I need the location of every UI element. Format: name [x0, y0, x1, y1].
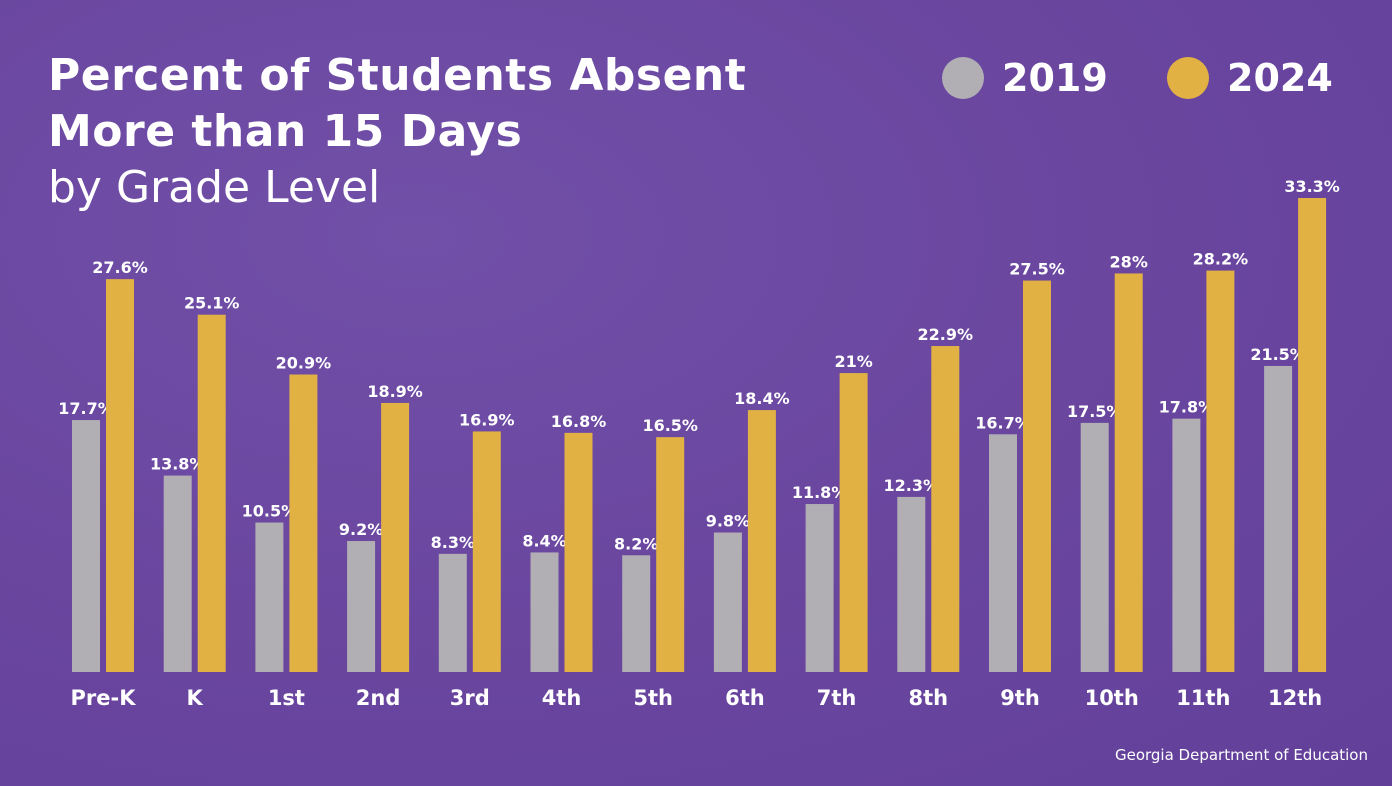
bar-2024-4th	[564, 432, 593, 672]
data-label-2024-2nd: 18.9%	[367, 382, 423, 401]
source-note: Georgia Department of Education	[1114, 746, 1368, 764]
data-label-2024-Pre-K: 27.6%	[92, 258, 148, 277]
bar-2019-3rd	[438, 553, 467, 672]
data-label-2024-6th: 18.4%	[734, 389, 790, 408]
data-label-2019-12th: 21.5%	[1250, 345, 1306, 364]
legend-label-2024: 2024	[1227, 56, 1333, 100]
data-label-2024-3rd: 16.9%	[459, 410, 515, 429]
x-tick-label-10th: 10th	[1085, 686, 1139, 710]
x-tick-label-2nd: 2nd	[356, 686, 401, 710]
chart-subtitle: by Grade Level	[48, 162, 381, 213]
data-label-2019-3rd: 8.3%	[431, 533, 475, 552]
data-label-2019-7th: 11.8%	[792, 483, 848, 502]
data-label-2024-7th: 21%	[834, 352, 872, 371]
data-label-2019-2nd: 9.2%	[339, 520, 383, 539]
data-label-2019-Pre-K: 17.7%	[58, 399, 114, 418]
bar-2024-10th	[1114, 273, 1143, 672]
legend-swatch-2019	[942, 57, 984, 99]
data-label-2019-5th: 8.2%	[614, 534, 658, 553]
legend-swatch-2024	[1167, 57, 1209, 99]
legend-item-2019: 2019	[942, 56, 1108, 100]
x-tick-label-9th: 9th	[1000, 686, 1040, 710]
bar-2019-10th	[1080, 422, 1109, 672]
bar-2024-8th	[931, 346, 960, 672]
data-label-2019-8th: 12.3%	[884, 476, 940, 495]
bar-2019-6th	[713, 532, 742, 672]
legend-label-2019: 2019	[1002, 56, 1108, 100]
bar-2024-K	[197, 314, 226, 672]
bar-2024-7th	[839, 373, 868, 672]
bar-2024-1st	[289, 374, 318, 672]
x-tick-label-8th: 8th	[908, 686, 948, 710]
bar-2024-3rd	[472, 431, 501, 672]
x-tick-label-12th: 12th	[1268, 686, 1322, 710]
x-tick-label-11th: 11th	[1176, 686, 1230, 710]
data-label-2019-11th: 17.8%	[1159, 398, 1215, 417]
data-label-2019-10th: 17.5%	[1067, 402, 1123, 421]
bar-2024-6th	[747, 410, 776, 672]
legend-item-2024: 2024	[1167, 56, 1333, 100]
x-tick-label-Pre-K: Pre-K	[71, 686, 137, 710]
bar-2019-11th	[1172, 418, 1201, 672]
data-label-2024-12th: 33.3%	[1284, 177, 1340, 196]
bar-2019-8th	[897, 496, 926, 672]
data-label-2019-1st: 10.5%	[242, 502, 298, 521]
bar-2019-12th	[1264, 365, 1293, 672]
bar-2024-11th	[1206, 270, 1235, 672]
x-tick-label-5th: 5th	[633, 686, 673, 710]
data-label-2019-K: 13.8%	[150, 455, 206, 474]
x-tick-label-7th: 7th	[817, 686, 857, 710]
chart-title: Percent of Students Absent More than 15 …	[48, 50, 747, 157]
bar-2024-12th	[1298, 198, 1327, 672]
bar-2024-5th	[656, 437, 685, 672]
data-label-2019-9th: 16.7%	[975, 413, 1031, 432]
x-tick-label-K: K	[187, 686, 204, 710]
bar-2019-2nd	[347, 541, 376, 672]
data-label-2024-8th: 22.9%	[918, 325, 974, 344]
x-tick-label-3rd: 3rd	[450, 686, 490, 710]
data-label-2024-K: 25.1%	[184, 294, 240, 313]
bar-2019-4th	[530, 552, 559, 672]
data-label-2019-4th: 8.4%	[522, 531, 566, 550]
x-tick-label-6th: 6th	[725, 686, 765, 710]
bar-2024-9th	[1023, 280, 1051, 672]
bar-2019-1st	[255, 522, 284, 672]
bar-2019-9th	[989, 434, 1017, 672]
data-label-2024-10th: 28%	[1110, 252, 1148, 271]
x-tick-label-1st: 1st	[268, 686, 305, 710]
bar-2019-5th	[622, 555, 651, 672]
data-label-2024-9th: 27.5%	[1009, 260, 1065, 279]
data-label-2024-5th: 16.5%	[642, 416, 698, 435]
data-label-2024-1st: 20.9%	[276, 354, 332, 373]
data-label-2019-6th: 9.8%	[706, 512, 750, 531]
bar-2019-7th	[805, 504, 834, 672]
data-label-2024-4th: 16.8%	[551, 412, 607, 431]
bar-2019-K	[163, 475, 192, 672]
bar-2019-Pre-K	[72, 420, 100, 672]
bar-2024-2nd	[381, 402, 410, 672]
data-label-2024-11th: 28.2%	[1193, 250, 1249, 269]
bar-2024-Pre-K	[106, 279, 134, 672]
x-tick-label-4th: 4th	[542, 686, 582, 710]
